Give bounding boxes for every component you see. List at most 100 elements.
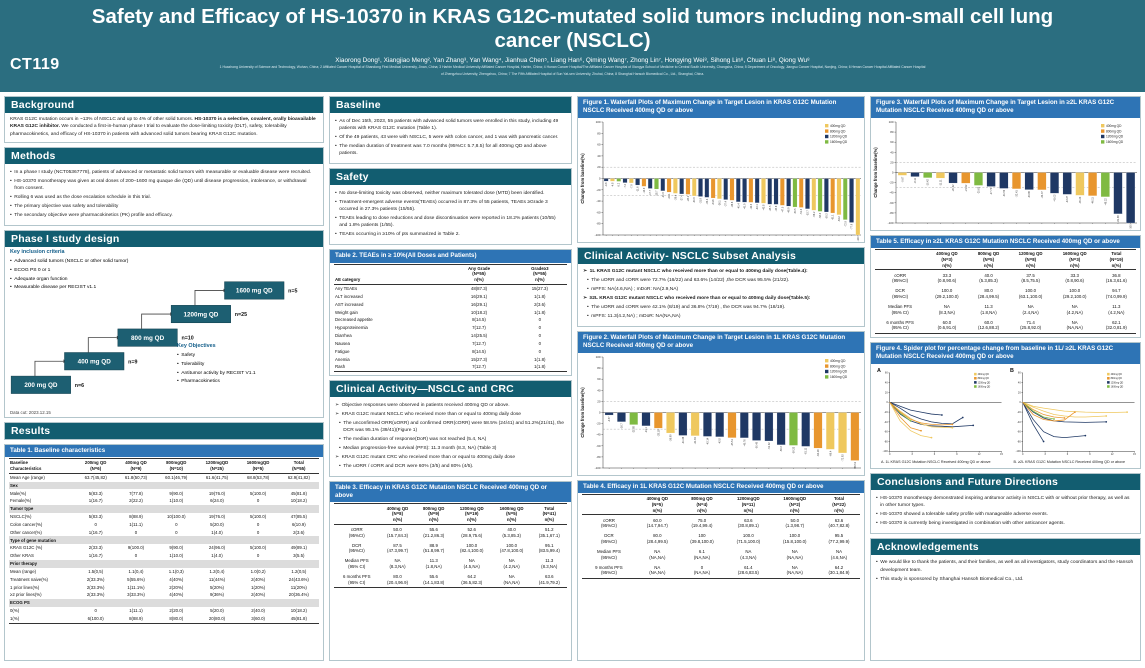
waterfall-bar xyxy=(776,412,786,445)
data-table: AE category Any Grade (N=55) n(%) Grade≥3 … xyxy=(334,263,567,372)
waterfall-bar xyxy=(986,172,996,187)
table-cell: 62.1 (32.0,81.9) xyxy=(1105,319,1127,331)
table-cell: 80.0 (28.4,99.5) xyxy=(978,288,1000,299)
svg-text:-100: -100 xyxy=(883,449,889,453)
svg-text:-24.1: -24.1 xyxy=(668,193,671,199)
figure4-caption-b: B. ≥2L KRAS G12C Mutation NSCLC Received… xyxy=(1013,459,1126,464)
dose-box xyxy=(64,352,125,371)
waterfall-bar xyxy=(1012,172,1021,189)
svg-text:-8.11: -8.11 xyxy=(914,177,917,183)
svg-text:20: 20 xyxy=(885,390,888,394)
waterfall-bar xyxy=(678,412,688,436)
acknowledgements-list: • We would like to thank the patients, an… xyxy=(876,559,1134,583)
svg-text:-60: -60 xyxy=(596,444,601,448)
safety-list: • No dose-limiting toxicity was observed,… xyxy=(335,190,565,239)
table-cell: 9(90.0) xyxy=(169,545,184,551)
table-row: 6 months PFS (95% CI) 60.0 (0.6,91.0) 60.0… xyxy=(875,317,1136,333)
svg-text:6: 6 xyxy=(934,452,936,456)
bullet-marker: • xyxy=(10,203,12,209)
svg-text:800mg QD: 800mg QD xyxy=(830,364,846,368)
svg-text:-51.32: -51.32 xyxy=(768,442,771,450)
table-cell: 100 (39.8,100.0) xyxy=(690,533,714,544)
table-cell: 1.0(0,2) xyxy=(250,568,266,574)
table-cell: 0 xyxy=(94,521,97,527)
table2-panel: Table 2. TEAEs in ≥ 10%(All Doses and Pa… xyxy=(329,249,572,377)
list-item: ➢ KRAS G12C mutant NSCLC who received mor… xyxy=(335,411,565,418)
figure4-title: Figure 4. Spider plot for percentage cha… xyxy=(871,343,1140,364)
table-cell: 11.3 (1.8,NA) xyxy=(425,558,442,569)
bullet-marker: • xyxy=(10,285,12,291)
table-row: cORR (95%CI) 33.3 (0.8,90.6) 40.0 (5.3,85.… xyxy=(875,270,1136,286)
bullet-marker: ➢ xyxy=(335,402,340,408)
table-cell: NA (2.4,NA) xyxy=(1022,303,1039,315)
table-cell: NA (NA,NA) xyxy=(1066,319,1083,331)
table-cell: ≥2 prior lines(%) xyxy=(10,592,42,598)
svg-text:3: 3 xyxy=(1044,452,1046,456)
bullet-text: Of the 49 patients, 43 were with NSCLC, … xyxy=(339,134,559,140)
waterfall-bar xyxy=(849,178,854,223)
svg-text:-5.67: -5.67 xyxy=(901,176,904,182)
table-cell: 1(4.0) xyxy=(211,529,223,535)
dose-box xyxy=(10,375,71,394)
column-header: 200mg QD (N=6) xyxy=(75,458,116,474)
table-cell: 1(11.1) xyxy=(129,607,143,613)
waterfall-bar xyxy=(767,178,772,205)
waterfall-bar xyxy=(673,178,678,194)
table-cell: NA (4.3,NA) xyxy=(740,548,757,560)
table-row: Anemia 15(27.3) 1(1.8) xyxy=(334,355,567,363)
table-cell: 1.5(0,5) xyxy=(88,568,104,574)
svg-text:-34.6: -34.6 xyxy=(712,199,715,205)
text-part: HS-10370 is a selective, covalent, orall… xyxy=(10,117,316,130)
waterfall-bar xyxy=(948,172,958,183)
table-cell: 10(18.2) xyxy=(470,309,488,315)
column-header: 1200mgQD (N=25) xyxy=(196,458,238,474)
list-item: • The secondary objective were pharmacoki… xyxy=(10,212,317,219)
table-cell: 52.6 (28.9,75.6) xyxy=(461,526,483,538)
column-header xyxy=(582,494,636,516)
table-cell: 15(27.3) xyxy=(470,356,488,362)
table-cell: 37.5 (8.5,75.5) xyxy=(1021,272,1040,284)
waterfall-bar xyxy=(826,412,835,450)
table-row: Median PFS (95% CI) NA (8.3,NA) 11.3 (1.8,… xyxy=(334,556,567,572)
bullet-marker: • xyxy=(876,576,878,582)
waterfall-bar xyxy=(690,412,700,436)
list-item: • ECOG PS 0 or 1 xyxy=(10,267,138,274)
svg-text:15: 15 xyxy=(1133,452,1136,456)
table-cell: Decreased appetite xyxy=(335,317,373,323)
waterfall-bar xyxy=(805,178,810,209)
svg-text:6: 6 xyxy=(1066,452,1068,456)
waterfall-bar xyxy=(660,178,666,191)
table-cell: cORR (95%CI) xyxy=(600,517,617,529)
bullet-text: Treatment-emergent adverse events(TEAEs)… xyxy=(339,199,548,213)
table-row: 1 prior lines(%) 2(33.3%) 1(11.1%) 2(20%) 5(… xyxy=(9,583,319,591)
list-item: • The median duration of response(DoR) wa… xyxy=(339,436,565,443)
table-section-label: ECOG PS xyxy=(9,599,319,607)
table-cell: 4(40%) xyxy=(169,576,184,582)
waterfall-bar xyxy=(754,178,760,203)
table4: 400mg QD (N=5) n(%) 800mg QD (N=4) n(%) 12… xyxy=(578,493,864,582)
svg-text:20: 20 xyxy=(890,160,894,164)
bullet-marker: • xyxy=(876,560,878,566)
bullet-marker: • xyxy=(587,278,589,284)
svg-text:80: 80 xyxy=(890,130,894,134)
table-row: Male(%) 5(83.3) 7(77.8) 9(90.0) 19(76.0) 5(10… xyxy=(9,489,319,497)
table-cell: 60.0 (12.6,88.2) xyxy=(978,319,1000,331)
svg-text:0: 0 xyxy=(892,170,894,174)
spider-series-line xyxy=(889,401,932,438)
list-item: • We would like to thank the patients, an… xyxy=(876,559,1134,574)
waterfall-bar xyxy=(704,178,710,198)
svg-text:-30.9: -30.9 xyxy=(693,196,696,202)
figure3-panel: Figure 3. Waterfall Plots of Maximum Cha… xyxy=(870,96,1141,231)
svg-text:40: 40 xyxy=(597,154,601,158)
waterfall-bar xyxy=(1024,172,1034,190)
table-cell: 2(33.3%) xyxy=(86,584,105,590)
table-cell: 47(85.5) xyxy=(290,514,307,520)
bullet-text: The uORR / cORR and DCR were 60% (3/5) a… xyxy=(343,463,474,469)
table-cell: 0 xyxy=(538,348,542,354)
figure1-panel: Figure 1. Waterfall Plots of Maximum Cha… xyxy=(577,96,865,243)
svg-text:-45.23: -45.23 xyxy=(1079,196,1082,204)
table-cell: 1(4.0) xyxy=(211,553,223,559)
svg-text:-48.9: -48.9 xyxy=(788,207,791,213)
svg-text:1600mg QD: 1600mg QD xyxy=(830,140,848,144)
column-header: Baseline Characteristics xyxy=(9,458,76,474)
